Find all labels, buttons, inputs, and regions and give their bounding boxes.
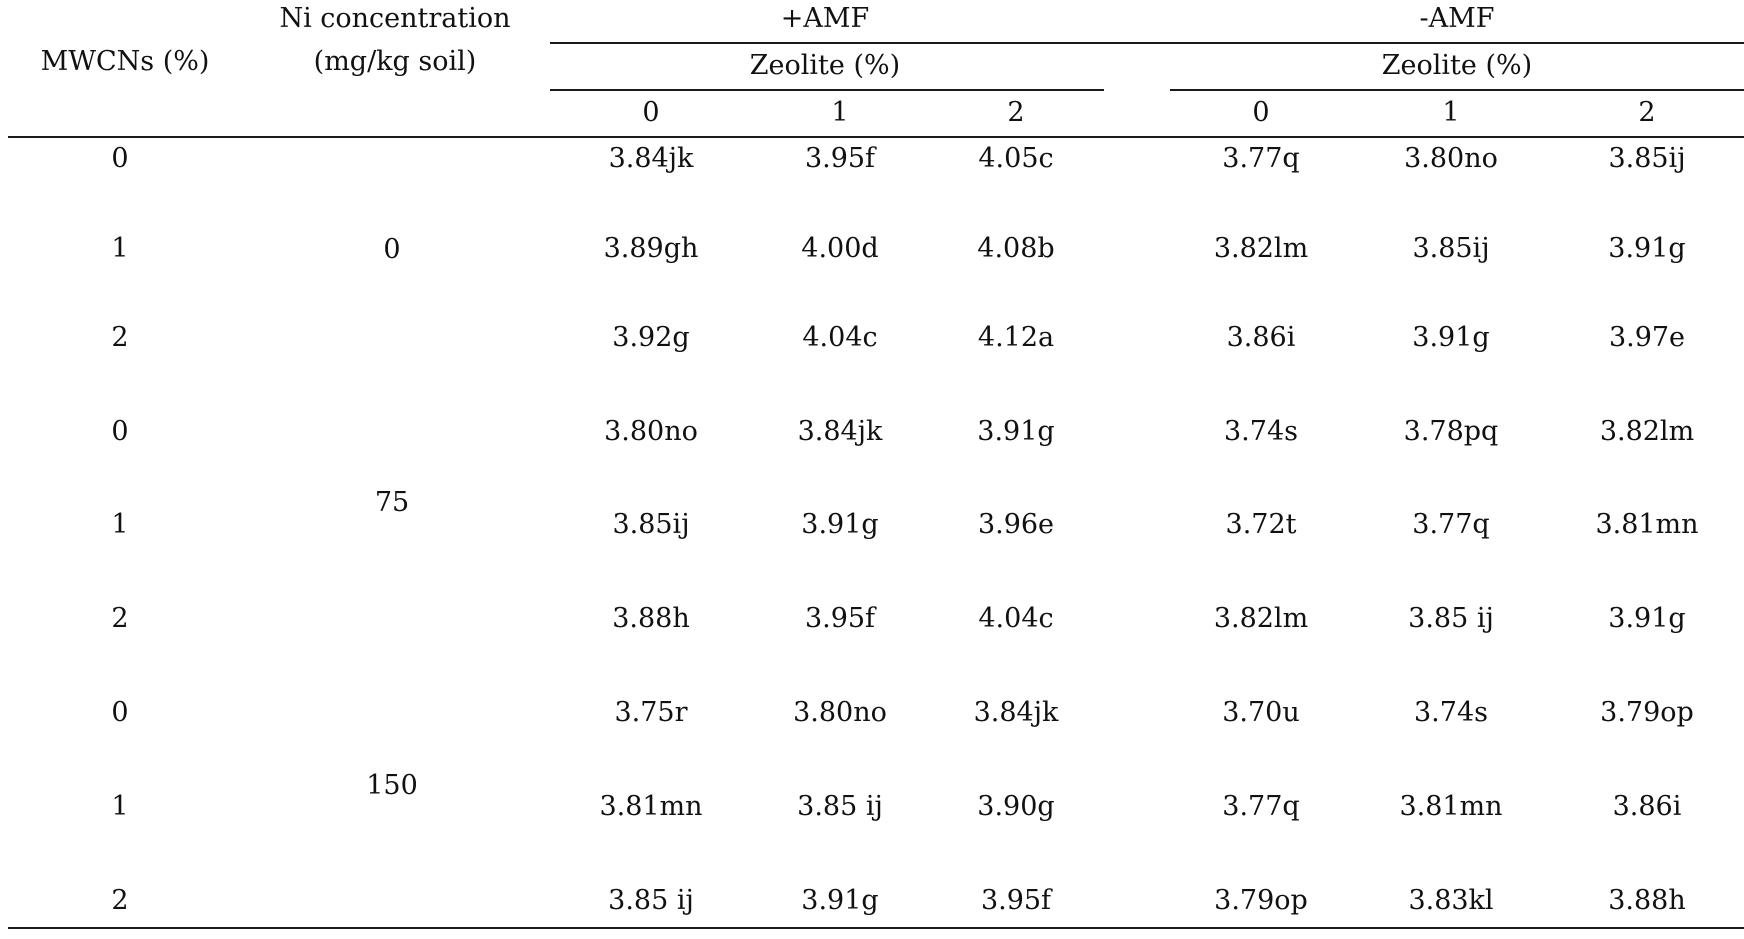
table-cell: 3.89gh (603, 233, 699, 264)
table-cell: 3.96e (977, 509, 1055, 540)
table-cell: 3.86i (1226, 322, 1296, 353)
table-cell: 3.78pq (1403, 416, 1499, 447)
zeolite-level-plus-0: 0 (642, 97, 660, 128)
table-cell: 3.74s (1414, 697, 1488, 728)
mwcns-value: 1 (111, 233, 129, 264)
table-cell: 4.12a (977, 322, 1055, 353)
mwcns-value: 2 (111, 885, 129, 916)
table-cell: 3.95f (980, 885, 1052, 916)
table-cell: 3.77q (1222, 791, 1300, 822)
zeolite-minus-header: Zeolite (%) (1381, 50, 1533, 81)
table-cell: 3.91g (1608, 603, 1686, 634)
table-cell: 3.86i (1612, 791, 1682, 822)
table-cell: 3.88h (612, 603, 690, 634)
mwcns-value: 1 (111, 509, 129, 540)
zeolite-level-plus-2: 2 (1007, 97, 1025, 128)
table-cell: 3.82lm (1599, 416, 1695, 447)
table-cell: 3.72t (1225, 509, 1297, 540)
table-cell: 3.95f (804, 143, 876, 174)
table-cell: 3.85ij (612, 509, 690, 540)
table-cell: 3.77q (1222, 143, 1300, 174)
table-cell: 3.75r (614, 697, 688, 728)
table-cell: 3.80no (604, 416, 698, 447)
table-cell: 3.82lm (1213, 233, 1309, 264)
table-cell: 4.04c (978, 603, 1054, 634)
zeolite-level-minus-0: 0 (1252, 97, 1270, 128)
table-cell: 3.90g (977, 791, 1055, 822)
table-cell: 3.74s (1224, 416, 1298, 447)
table-cell: 3.84jk (973, 697, 1059, 728)
zeolite-level-minus-1: 1 (1442, 97, 1460, 128)
table-cell: 3.91g (801, 885, 879, 916)
table-cell: 3.85 ij (1408, 603, 1494, 634)
ni-concentration-header-line1: Ni concentration (279, 3, 511, 34)
table-cell: 3.83kl (1408, 885, 1494, 916)
minus-amf-header: -AMF (1419, 3, 1495, 34)
table-cell: 4.04c (802, 322, 878, 353)
table-cell: 3.97e (1608, 322, 1686, 353)
table-cell: 3.91g (977, 416, 1055, 447)
mwcns-value: 2 (111, 322, 129, 353)
mwcns-header: MWCNs (%) (40, 46, 210, 77)
table-cell: 3.91g (1608, 233, 1686, 264)
zeolite-level-plus-1: 1 (831, 97, 849, 128)
ni-group-label: 75 (374, 487, 410, 518)
zeolite-minus-rule (1170, 89, 1744, 91)
table-cell: 3.85 ij (608, 885, 694, 916)
table-cell: 3.91g (1412, 322, 1490, 353)
table-cell: 3.81mn (599, 791, 703, 822)
zeolite-plus-rule (550, 89, 1104, 91)
mwcns-value: 2 (111, 603, 129, 634)
table-cell: 3.85ij (1412, 233, 1490, 264)
table-cell: 3.92g (612, 322, 690, 353)
mwcns-value: 1 (111, 791, 129, 822)
table-cell: 3.91g (801, 509, 879, 540)
mwcns-value: 0 (111, 697, 129, 728)
table-cell: 4.08b (977, 233, 1055, 264)
table-bottom-rule (8, 927, 1744, 929)
mwcns-value: 0 (111, 143, 129, 174)
table-cell: 3.79op (1214, 885, 1308, 916)
table-cell: 3.95f (804, 603, 876, 634)
mwcns-value: 0 (111, 416, 129, 447)
table-cell: 3.81mn (1399, 791, 1503, 822)
table-cell: 4.05c (978, 143, 1054, 174)
header-bottom-rule (8, 136, 1744, 138)
ni-group-label: 0 (383, 234, 401, 265)
table-cell: 4.00d (801, 233, 879, 264)
table-cell: 3.84jk (797, 416, 883, 447)
table-cell: 3.85ij (1608, 143, 1686, 174)
table-cell: 3.85 ij (797, 791, 883, 822)
table-cell: 3.79op (1600, 697, 1694, 728)
table-cell: 3.82lm (1213, 603, 1309, 634)
table-cell: 3.84jk (608, 143, 694, 174)
table-cell: 3.88h (1608, 885, 1686, 916)
ni-concentration-header-line2: (mg/kg soil) (313, 46, 477, 77)
zeolite-level-minus-2: 2 (1638, 97, 1656, 128)
plus-amf-header: +AMF (780, 3, 870, 34)
zeolite-plus-header: Zeolite (%) (749, 50, 901, 81)
amf-plus-rule (550, 42, 1744, 44)
table-cell: 3.77q (1412, 509, 1490, 540)
table-cell: 3.81mn (1595, 509, 1699, 540)
table-cell: 3.80no (1404, 143, 1498, 174)
table-cell: 3.70u (1222, 697, 1300, 728)
ni-group-label: 150 (366, 770, 418, 801)
table-cell: 3.80no (793, 697, 887, 728)
